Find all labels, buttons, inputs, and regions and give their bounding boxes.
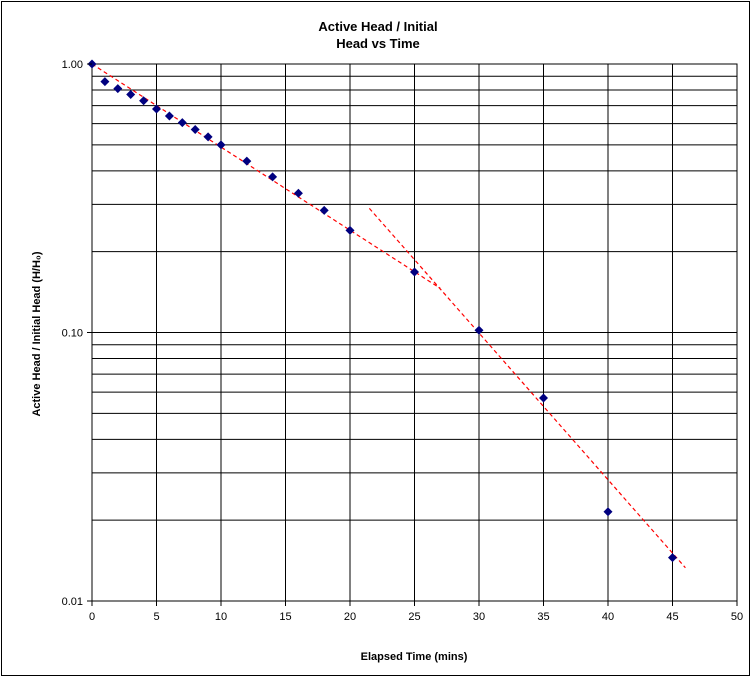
data-point xyxy=(242,156,252,166)
x-tick-label: 10 xyxy=(215,611,227,623)
data-point xyxy=(345,225,355,235)
x-tick-label: 40 xyxy=(602,611,614,623)
trendlines xyxy=(91,63,686,569)
x-tick-label: 35 xyxy=(537,611,549,623)
x-axis-title: Elapsed Time (mins) xyxy=(361,651,468,663)
trendline xyxy=(91,63,441,289)
data-point xyxy=(474,325,484,335)
data-point xyxy=(539,393,548,403)
y-axis-title: Active Head / Initial Head (H/H₀) xyxy=(31,251,43,416)
data-point xyxy=(177,118,187,128)
chart-title-line2: Head vs Time xyxy=(336,36,420,51)
data-point xyxy=(190,125,200,135)
x-tick-label: 25 xyxy=(408,611,420,623)
y-axis-ticks: 0.01 0.10 1.00 xyxy=(62,59,92,608)
data-point xyxy=(603,507,613,517)
y-tick-label: 0.10 xyxy=(62,328,83,340)
x-tick-label: 50 xyxy=(731,611,743,623)
x-tick-label: 5 xyxy=(153,611,159,623)
data-point xyxy=(319,205,329,215)
data-point xyxy=(668,553,677,563)
x-tick-label: 20 xyxy=(344,611,356,623)
x-tick-label: 30 xyxy=(473,611,485,623)
grid xyxy=(91,63,738,602)
data-point xyxy=(410,267,419,277)
data-point xyxy=(126,89,136,99)
data-point xyxy=(139,96,149,106)
x-tick-label: 45 xyxy=(666,611,678,623)
y-tick-label: 1.00 xyxy=(62,59,83,71)
data-point xyxy=(216,140,226,150)
trendline xyxy=(368,207,686,569)
x-tick-label: 15 xyxy=(279,611,291,623)
y-tick-label: 0.01 xyxy=(62,596,83,608)
data-point xyxy=(268,172,278,182)
data-point xyxy=(293,188,303,198)
data-points xyxy=(87,59,677,563)
data-point xyxy=(164,111,174,121)
chart-title-line1: Active Head / Initial xyxy=(318,19,437,34)
x-axis-ticks: 0 5 10 15 20 25 30 35 40 45 50 xyxy=(89,601,743,623)
data-point xyxy=(152,104,161,114)
data-point xyxy=(113,84,123,94)
data-point xyxy=(203,132,213,142)
data-point xyxy=(100,77,110,87)
x-tick-label: 0 xyxy=(89,611,95,623)
